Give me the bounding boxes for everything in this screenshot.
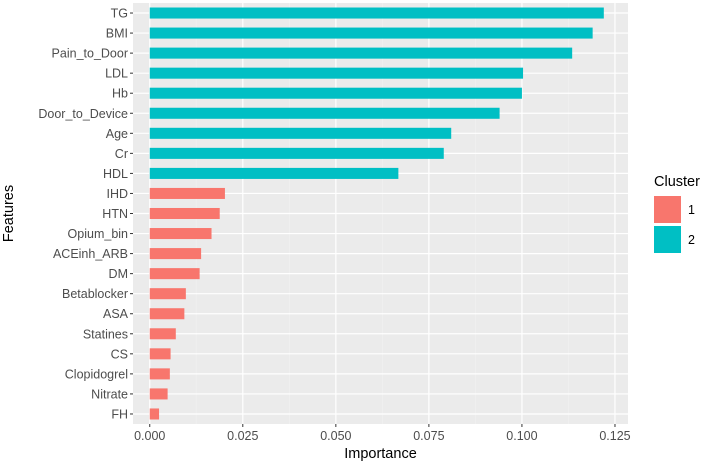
y-tick-label: CS <box>111 347 128 361</box>
y-tick-label: Age <box>106 127 128 141</box>
bar-age <box>149 127 452 139</box>
bar-htn <box>149 207 220 220</box>
y-tick-label: FH <box>111 407 128 421</box>
y-tick-label: HDL <box>103 167 128 181</box>
y-tick-label: TG <box>111 7 128 21</box>
legend: Cluster 1 2 <box>654 174 700 253</box>
y-tick-label: Cr <box>115 147 128 161</box>
legend-label-cluster-1: 1 <box>688 203 695 217</box>
y-tick-label: Pain_to_Door <box>52 47 128 61</box>
y-tick-label: IHD <box>106 187 128 201</box>
y-tick-label: Hb <box>112 87 128 101</box>
legend-key-cluster-1 <box>654 196 681 223</box>
bars <box>149 7 604 420</box>
legend-label-cluster-2: 2 <box>688 233 695 247</box>
bar-bmi <box>149 27 593 39</box>
bar-ihd <box>149 187 225 199</box>
y-tick-label: HTN <box>102 207 128 221</box>
legend-title: Cluster <box>654 174 700 190</box>
bar-fh <box>149 408 160 420</box>
bar-hb <box>149 87 522 99</box>
bar-aceinh_arb <box>149 248 202 260</box>
bar-nitrate <box>149 388 168 400</box>
y-tick-label: Clopidogrel <box>65 367 128 381</box>
y-tick-label: DM <box>109 267 128 281</box>
y-tick-label: Door_to_Device <box>38 107 128 121</box>
bar-cr <box>149 147 444 159</box>
x-tick-label: 0.025 <box>227 429 258 443</box>
y-axis-title: Features <box>1 185 17 242</box>
x-tick-label: 0.050 <box>320 429 351 443</box>
bar-opium_bin <box>149 228 212 240</box>
y-axis-ticks: TG BMI Pain_to_Door LDL Hb Door_to_Device Age C… <box>38 7 133 421</box>
y-tick-label: Statines <box>83 327 128 341</box>
bar-tg <box>149 7 604 19</box>
y-tick-label: LDL <box>105 67 128 81</box>
x-tick-label: 0.100 <box>506 429 537 443</box>
x-axis-ticks: 0.000 0.025 0.050 0.075 0.100 0.125 <box>134 424 631 443</box>
x-tick-label: 0.000 <box>134 429 165 443</box>
bar-dm <box>149 268 200 280</box>
y-tick-label: ACEinh_ARB <box>53 247 128 261</box>
x-tick-label: 0.125 <box>599 429 630 443</box>
bar-cs <box>149 348 171 360</box>
y-tick-label: Nitrate <box>91 387 128 401</box>
bar-pain_to_door <box>149 47 573 59</box>
y-tick-label: ASA <box>103 307 129 321</box>
bar-betablocker <box>149 288 186 300</box>
y-tick-label: Opium_bin <box>68 227 128 241</box>
legend-key-cluster-2 <box>654 226 681 253</box>
bar-asa <box>149 308 185 320</box>
bar-clopidogrel <box>149 368 170 380</box>
y-tick-label: Betablocker <box>62 287 128 301</box>
y-tick-label: BMI <box>106 27 128 41</box>
bar-ldl <box>149 67 524 79</box>
bar-hdl <box>149 167 399 179</box>
bar-statines <box>149 328 176 340</box>
x-axis-title: Importance <box>344 446 417 462</box>
bar-door_to_device <box>149 107 500 119</box>
x-tick-label: 0.075 <box>413 429 444 443</box>
